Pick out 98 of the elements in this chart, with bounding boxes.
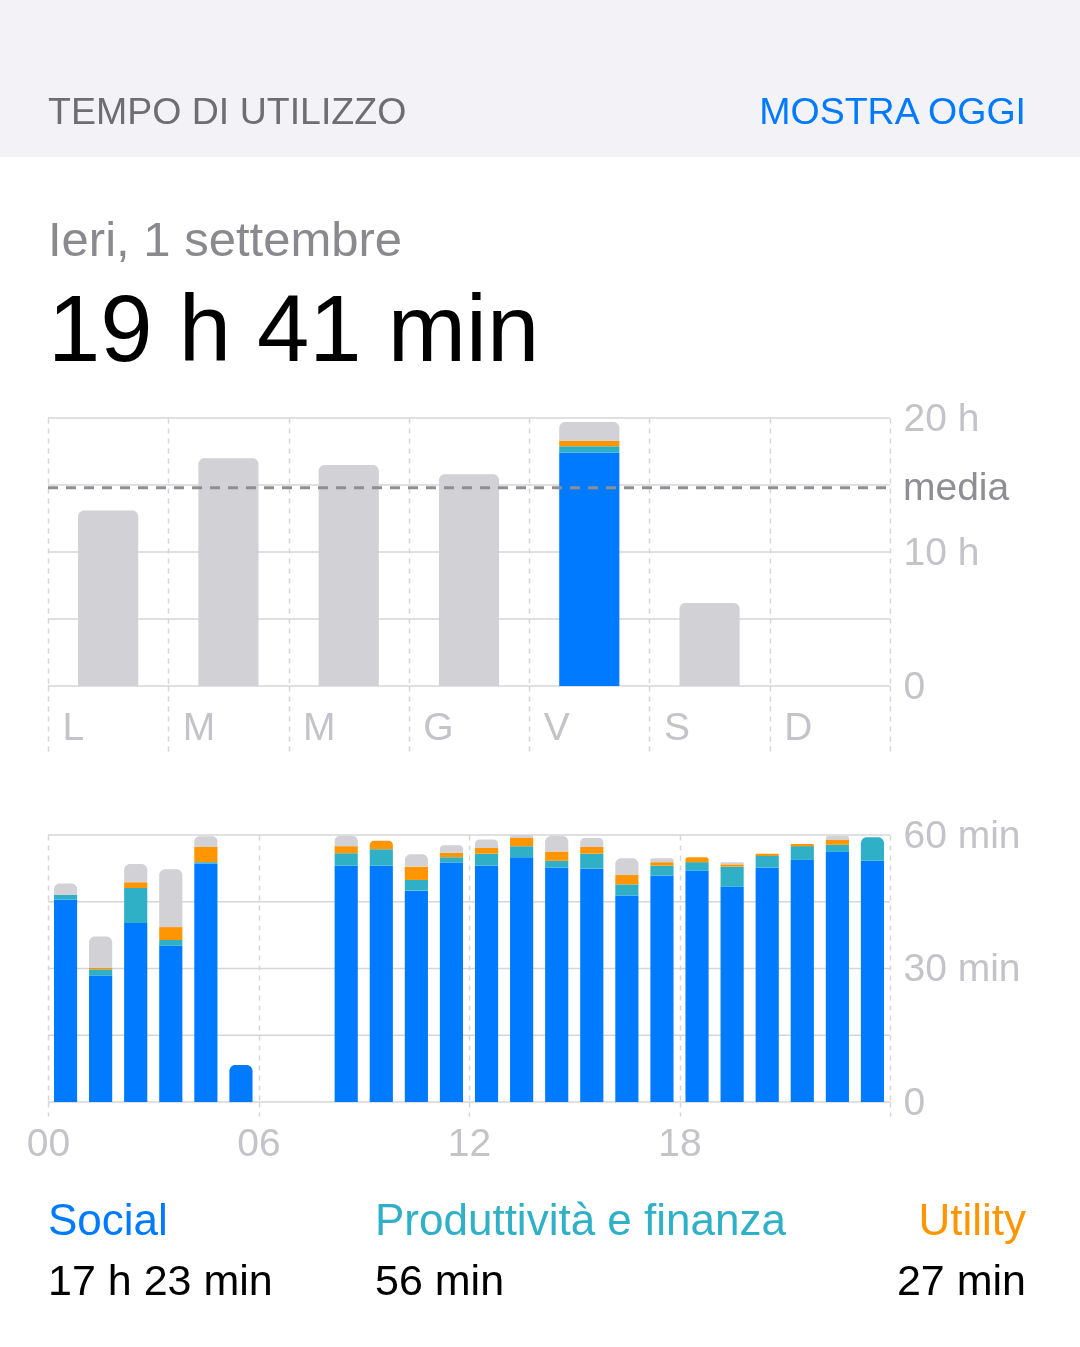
bar — [580, 853, 604, 869]
x-tick-label: D — [784, 704, 813, 748]
bar — [510, 857, 534, 1102]
bar — [334, 865, 358, 1102]
y-tick-label: 10 h — [903, 529, 980, 573]
text: MOSTRA OGGI — [759, 90, 1026, 132]
bar — [89, 969, 113, 976]
bar — [790, 859, 814, 1102]
chart-title: TEMPO DI UTILIZZO — [48, 90, 407, 132]
bar — [559, 422, 620, 441]
bar — [124, 887, 148, 924]
text: 19 h 41 min — [48, 276, 540, 381]
bar — [404, 879, 428, 891]
bar — [334, 846, 358, 854]
x-tick-label: S — [663, 704, 690, 748]
bar — [615, 875, 639, 885]
x-tick-label: M — [303, 704, 336, 748]
bar — [559, 446, 620, 453]
bar — [545, 867, 569, 1102]
bar — [685, 870, 709, 1102]
bar — [755, 855, 779, 868]
bar — [53, 883, 78, 896]
bar — [685, 857, 709, 863]
bar — [825, 844, 849, 852]
bar — [474, 839, 499, 848]
text: Produttività e finanza — [375, 1195, 787, 1244]
bar — [685, 862, 709, 871]
bar — [510, 838, 534, 847]
y-tick-label: 60 min — [903, 812, 1021, 856]
x-tick-label: 12 — [447, 1120, 492, 1164]
bar — [159, 927, 183, 941]
bar — [159, 945, 183, 1102]
bar — [580, 847, 604, 854]
text: Utility — [918, 1195, 1026, 1244]
bar — [474, 865, 499, 1102]
text: 56 min — [375, 1256, 505, 1304]
bar — [439, 862, 464, 1102]
bar — [159, 940, 183, 946]
x-tick-label: L — [62, 704, 85, 748]
x-tick-label: V — [543, 704, 570, 748]
bar — [510, 846, 534, 858]
bar — [825, 851, 849, 1102]
bar — [53, 895, 78, 900]
bar — [474, 847, 499, 854]
bar — [790, 846, 814, 860]
bar — [124, 923, 148, 1102]
bar — [615, 884, 639, 896]
y-tick-label: 0 — [903, 1079, 926, 1123]
bar — [404, 890, 428, 1102]
bar — [89, 936, 113, 968]
bar — [404, 854, 428, 867]
bar — [650, 875, 674, 1102]
bar — [580, 868, 604, 1102]
bar — [720, 866, 744, 887]
text: Social — [48, 1195, 168, 1244]
bar — [860, 837, 885, 861]
chart-subtitle: Ieri, 1 settembre — [48, 212, 403, 266]
bar — [650, 858, 674, 863]
bar — [124, 863, 148, 883]
bar — [439, 857, 464, 863]
bar — [334, 853, 358, 866]
bar — [474, 853, 499, 866]
bar — [89, 975, 113, 1102]
x-tick-label: G — [423, 704, 454, 748]
y-tick-label: 30 min — [903, 946, 1021, 989]
bar — [439, 845, 464, 853]
bar — [124, 882, 148, 888]
bar — [825, 839, 849, 845]
bar — [559, 440, 620, 447]
bar — [720, 886, 744, 1102]
x-tick-label: 18 — [658, 1120, 702, 1164]
bar — [369, 849, 393, 866]
bar — [755, 867, 779, 1102]
x-tick-label: 06 — [237, 1120, 281, 1164]
x-tick-label: M — [182, 704, 216, 748]
bar — [369, 840, 393, 850]
bar — [615, 895, 639, 1102]
bar — [860, 860, 885, 1102]
bar — [790, 843, 814, 847]
bar — [194, 847, 218, 863]
bar — [650, 865, 674, 876]
ref-line-label: media — [903, 464, 1010, 508]
bar — [194, 863, 218, 1102]
bar — [580, 838, 604, 848]
bar — [229, 1065, 253, 1102]
y-tick-label: 20 h — [903, 395, 980, 439]
bar — [650, 862, 674, 866]
text: 17 h 23 min — [48, 1256, 273, 1304]
text: 27 min — [896, 1256, 1026, 1304]
bar — [755, 853, 779, 856]
bar — [615, 858, 639, 876]
bar — [545, 851, 569, 861]
y-tick-label: 0 — [903, 663, 926, 707]
x-tick-label: 00 — [26, 1120, 71, 1164]
bar — [559, 452, 620, 686]
bar — [53, 899, 78, 1102]
bar — [404, 866, 428, 880]
bar — [369, 865, 393, 1102]
